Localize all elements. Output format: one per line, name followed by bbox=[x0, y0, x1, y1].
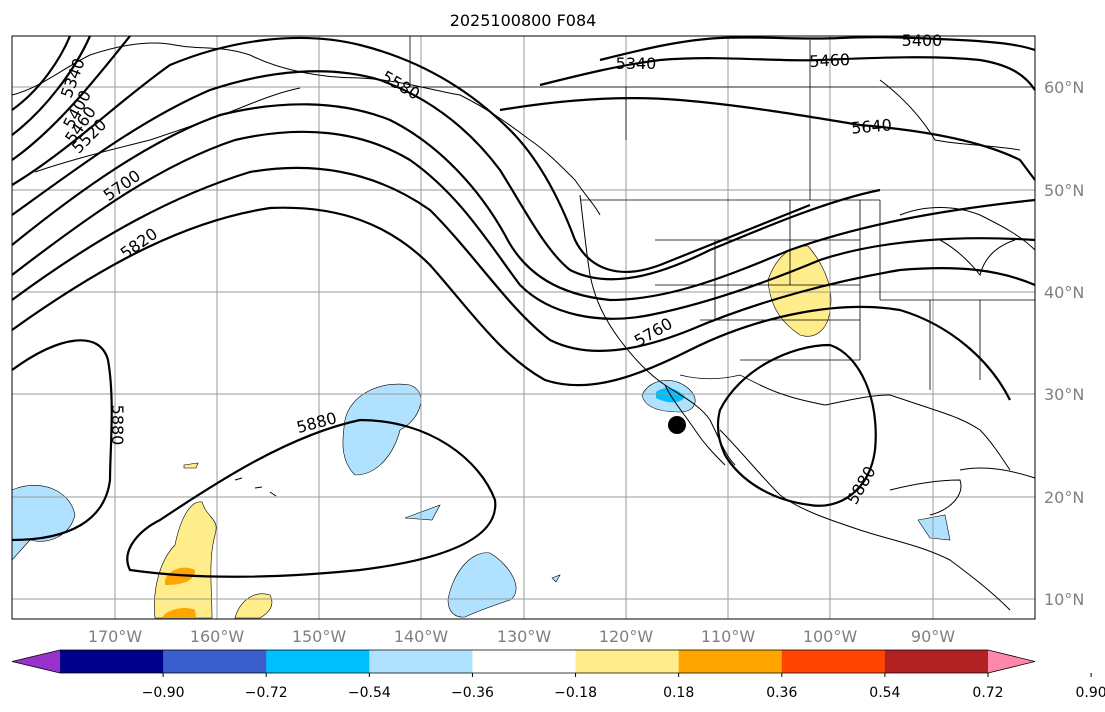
lat-label: 10°N bbox=[1044, 590, 1084, 609]
colorbar-outline bbox=[11, 649, 1036, 674]
colorbar-segment bbox=[266, 650, 370, 673]
colorbar-tick-label: 0.54 bbox=[869, 685, 900, 701]
lon-label: 100°W bbox=[803, 627, 858, 646]
contour-label: 5340 bbox=[616, 54, 657, 73]
contour-label: 5400 bbox=[902, 31, 943, 50]
latitude-labels: 60°N 50°N 40°N 30°N 20°N 10°N bbox=[1044, 78, 1084, 609]
lon-label: 140°W bbox=[394, 627, 449, 646]
map-title: 2025100800 F084 bbox=[450, 11, 597, 30]
lon-label: 150°W bbox=[292, 627, 347, 646]
colorbar-tick-label: −0.72 bbox=[245, 685, 288, 701]
lon-label: 110°W bbox=[701, 627, 756, 646]
colorbar-tick-label: 0.72 bbox=[972, 685, 1003, 701]
lon-label: 90°W bbox=[911, 627, 955, 646]
colorbar-extend-high bbox=[988, 650, 1035, 673]
colorbar-tick-label: −0.18 bbox=[554, 685, 597, 701]
map-frame bbox=[11, 35, 1036, 620]
colorbar-tick-label: −0.36 bbox=[451, 685, 494, 701]
lon-label: 170°W bbox=[88, 627, 143, 646]
contour-label: 5640 bbox=[850, 115, 892, 137]
colorbar-tick-label: 0.36 bbox=[766, 685, 797, 701]
contour-label: 5460 bbox=[809, 50, 851, 71]
lat-label: 20°N bbox=[1044, 488, 1084, 507]
colorbar-segment bbox=[369, 650, 473, 673]
colorbar-tick-label: −0.54 bbox=[348, 685, 391, 701]
colorbar-segment bbox=[884, 650, 989, 673]
colorbar-segment bbox=[163, 650, 267, 673]
colorbar-segment bbox=[472, 650, 577, 673]
contour-label: 5880 bbox=[108, 405, 127, 446]
lat-label: 60°N bbox=[1044, 78, 1084, 97]
lat-label: 40°N bbox=[1044, 283, 1084, 302]
location-marker bbox=[668, 416, 686, 434]
longitude-labels: 170°W 160°W 150°W 140°W 130°W 120°W 110°… bbox=[88, 627, 955, 646]
colorbar-extend-low bbox=[12, 650, 60, 673]
colorbar-tick-label: −0.90 bbox=[142, 685, 185, 701]
height-contours bbox=[11, 35, 1036, 578]
lat-label: 50°N bbox=[1044, 181, 1084, 200]
colorbar-segment bbox=[575, 650, 680, 673]
lon-label: 160°W bbox=[190, 627, 245, 646]
lon-label: 130°W bbox=[497, 627, 552, 646]
lat-label: 30°N bbox=[1044, 385, 1084, 404]
colorbar-segment bbox=[781, 650, 886, 673]
colorbar-segment bbox=[60, 650, 164, 673]
colorbar-tick-label: 0.90 bbox=[1076, 685, 1105, 701]
lon-label: 120°W bbox=[599, 627, 654, 646]
colorbar-segment bbox=[678, 650, 783, 673]
coastlines bbox=[11, 42, 1036, 611]
colorbar-tick-label: 0.18 bbox=[663, 685, 694, 701]
colorbar: −0.90 −0.72 −0.54 −0.36 −0.18 0.18 0.36 0.54 0.7… bbox=[11, 649, 1105, 701]
